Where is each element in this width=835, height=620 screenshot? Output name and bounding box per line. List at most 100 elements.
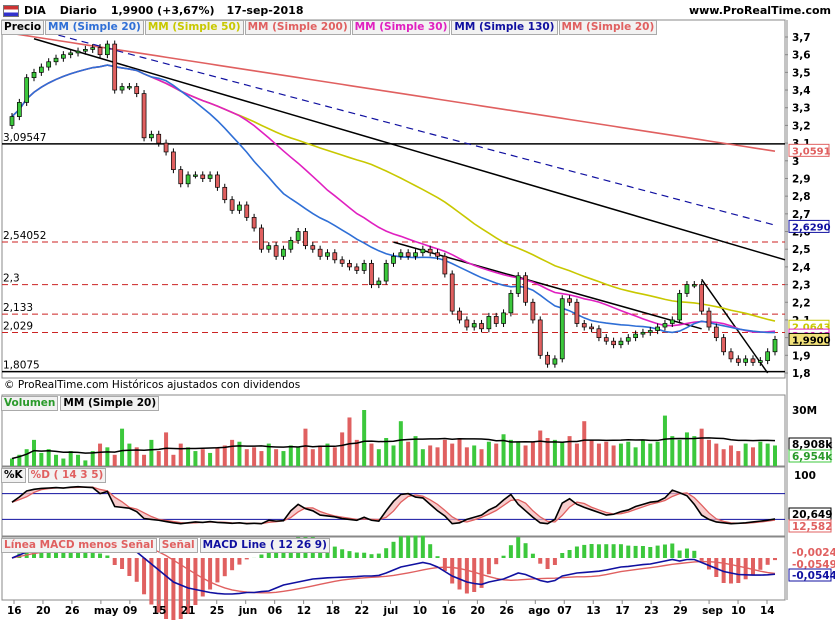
ma200-line bbox=[11, 32, 776, 152]
candle bbox=[728, 351, 734, 360]
candle bbox=[288, 240, 294, 250]
legend-ma50[interactable]: MM (Simple 50) bbox=[144, 20, 244, 35]
macd-hist-bar bbox=[662, 544, 667, 558]
volume-bar bbox=[398, 421, 403, 466]
volume-bar bbox=[736, 451, 741, 466]
legend-ma20[interactable]: MM (Simple 20) bbox=[45, 20, 144, 35]
volume-bar bbox=[252, 447, 257, 466]
candle bbox=[449, 273, 455, 312]
volume-legend: Volumen MM (Simple 20) bbox=[1, 396, 161, 411]
macd-hist-bar bbox=[618, 544, 623, 558]
x-tick-label: jun bbox=[238, 605, 258, 617]
macd-hist-bar bbox=[501, 555, 506, 558]
macd-hist-bar bbox=[332, 546, 337, 558]
candle bbox=[9, 116, 15, 126]
trendline-short bbox=[701, 278, 769, 374]
price-tick-label: 3,5 bbox=[792, 67, 811, 79]
volume-bar bbox=[230, 439, 235, 466]
candle bbox=[508, 293, 514, 314]
macd-hist-bar bbox=[230, 558, 235, 571]
x-tick-label: 15 bbox=[152, 605, 167, 617]
volume-bar bbox=[618, 443, 623, 466]
x-tick-label: 13 bbox=[586, 605, 601, 617]
x-tick-label: 26 bbox=[499, 605, 514, 617]
volume-bar bbox=[567, 436, 572, 466]
volume-bar bbox=[743, 443, 748, 466]
candle bbox=[38, 66, 44, 73]
candle bbox=[625, 337, 631, 342]
macd-hist-bar bbox=[728, 558, 733, 584]
macd-hist-bar bbox=[486, 558, 491, 575]
macd-line-label[interactable]: MACD Line ( 12 26 9) bbox=[199, 538, 330, 553]
candle bbox=[699, 284, 704, 312]
volume-bar bbox=[721, 449, 726, 466]
volume-bar bbox=[310, 449, 315, 466]
flag-icon bbox=[3, 5, 19, 17]
volume-bar bbox=[376, 449, 381, 466]
macd-signal-label[interactable]: Señal bbox=[158, 538, 198, 553]
volume-label[interactable]: Volumen bbox=[1, 396, 59, 411]
price-tick-label: 3,7 bbox=[792, 32, 811, 44]
volume-bar bbox=[90, 451, 95, 466]
stoch-k-label[interactable]: %K bbox=[1, 468, 26, 483]
macd-hist-bar bbox=[773, 558, 777, 561]
volume-bar bbox=[611, 445, 616, 466]
legend-ma200[interactable]: MM (Simple 200) bbox=[244, 20, 351, 35]
candle bbox=[735, 358, 741, 363]
volume-bar bbox=[186, 447, 191, 466]
volume-bar bbox=[178, 443, 183, 466]
candle bbox=[552, 358, 558, 365]
price-tick-label: 3,3 bbox=[792, 103, 811, 115]
x-tick-label: 09 bbox=[123, 605, 138, 617]
volume-bar bbox=[699, 428, 704, 466]
volume-bar bbox=[692, 436, 697, 466]
legend-price[interactable]: Precio bbox=[1, 20, 45, 35]
price-tick-label: 3 bbox=[792, 156, 799, 168]
macd-hist-bar bbox=[347, 551, 352, 558]
volume-bar bbox=[633, 447, 638, 466]
trendline-main bbox=[33, 38, 786, 261]
macd-hist-bar bbox=[582, 544, 587, 558]
stoch-k-line bbox=[11, 485, 776, 525]
macd-hist-bar bbox=[714, 558, 719, 577]
macd-hist-bar bbox=[178, 558, 183, 619]
candle bbox=[391, 255, 396, 264]
candle bbox=[156, 133, 162, 144]
macd-hist-bar bbox=[626, 545, 631, 558]
legend-ma20b[interactable]: MM (Simple 20) bbox=[558, 20, 658, 35]
x-tick-label: 26 bbox=[65, 605, 80, 617]
candle bbox=[215, 174, 220, 188]
panel-frame-3 bbox=[1, 536, 786, 601]
volume-ma-label[interactable]: MM (Simple 20) bbox=[60, 396, 160, 411]
ma20-line bbox=[11, 64, 776, 334]
macd-hist-bar bbox=[508, 545, 513, 558]
macd-hist-bar bbox=[208, 558, 213, 590]
volume-bar bbox=[773, 445, 777, 466]
volume-bar bbox=[68, 451, 73, 466]
volume-bar bbox=[648, 443, 653, 466]
legend-ma130[interactable]: MM (Simple 130) bbox=[451, 20, 558, 35]
x-tick-label: ago bbox=[528, 605, 550, 617]
candle bbox=[229, 199, 235, 211]
macd-hist-bar bbox=[523, 543, 528, 558]
candle bbox=[61, 54, 66, 59]
volume-bar bbox=[112, 454, 117, 466]
macd-hist-bar bbox=[369, 554, 374, 558]
candle bbox=[90, 47, 96, 50]
candle bbox=[603, 337, 609, 342]
candle bbox=[178, 169, 184, 185]
volume-bar bbox=[530, 441, 535, 466]
price-tick-label: 1,9 bbox=[792, 350, 811, 362]
macd-hist-label[interactable]: Línea MACD menos Señal bbox=[1, 538, 157, 553]
candle bbox=[339, 259, 345, 264]
site-link[interactable]: www.ProRealTime.com bbox=[688, 3, 831, 17]
x-tick-label: 16 bbox=[441, 605, 456, 617]
macd-hist-bar bbox=[604, 544, 609, 558]
candle bbox=[112, 43, 118, 91]
macd-hist-bar bbox=[156, 558, 161, 613]
stoch-d-label[interactable]: %D ( 14 3 5) bbox=[27, 468, 107, 483]
candle bbox=[691, 284, 697, 287]
price-tick-label: 2,3 bbox=[792, 280, 811, 292]
legend-ma30[interactable]: MM (Simple 30) bbox=[351, 20, 451, 35]
